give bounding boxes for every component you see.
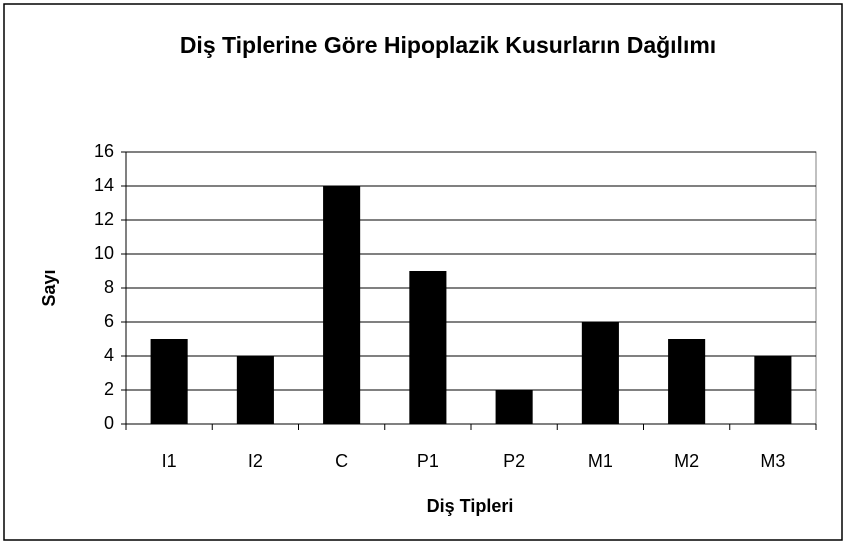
bar <box>754 356 792 424</box>
x-tick-label: C <box>335 451 348 471</box>
bar <box>236 356 274 424</box>
y-tick-label: 4 <box>104 345 114 365</box>
x-tick-label: M2 <box>674 451 699 471</box>
y-tick-label: 2 <box>104 379 114 399</box>
y-tick-label: 16 <box>94 141 114 161</box>
bar <box>668 339 706 424</box>
bar <box>323 186 361 424</box>
y-tick-label: 10 <box>94 243 114 263</box>
y-tick-label: 0 <box>104 413 114 433</box>
bar <box>495 390 533 424</box>
x-axis-label: Diş Tipleri <box>427 496 514 516</box>
y-tick-label: 12 <box>94 209 114 229</box>
bar <box>409 271 447 424</box>
x-tick-label: P2 <box>503 451 525 471</box>
x-tick-label: M1 <box>588 451 613 471</box>
y-tick-label: 8 <box>104 277 114 297</box>
x-tick-label: I1 <box>162 451 177 471</box>
y-tick-label: 14 <box>94 175 114 195</box>
bar <box>150 339 188 424</box>
y-axis-label: Sayı <box>39 269 59 306</box>
x-tick-label: P1 <box>417 451 439 471</box>
chart-title: Diş Tiplerine Göre Hipoplazik Kusurların… <box>179 32 717 58</box>
bar <box>581 322 619 424</box>
x-tick-label: M3 <box>760 451 785 471</box>
x-tick-label: I2 <box>248 451 263 471</box>
y-tick-label: 6 <box>104 311 114 331</box>
